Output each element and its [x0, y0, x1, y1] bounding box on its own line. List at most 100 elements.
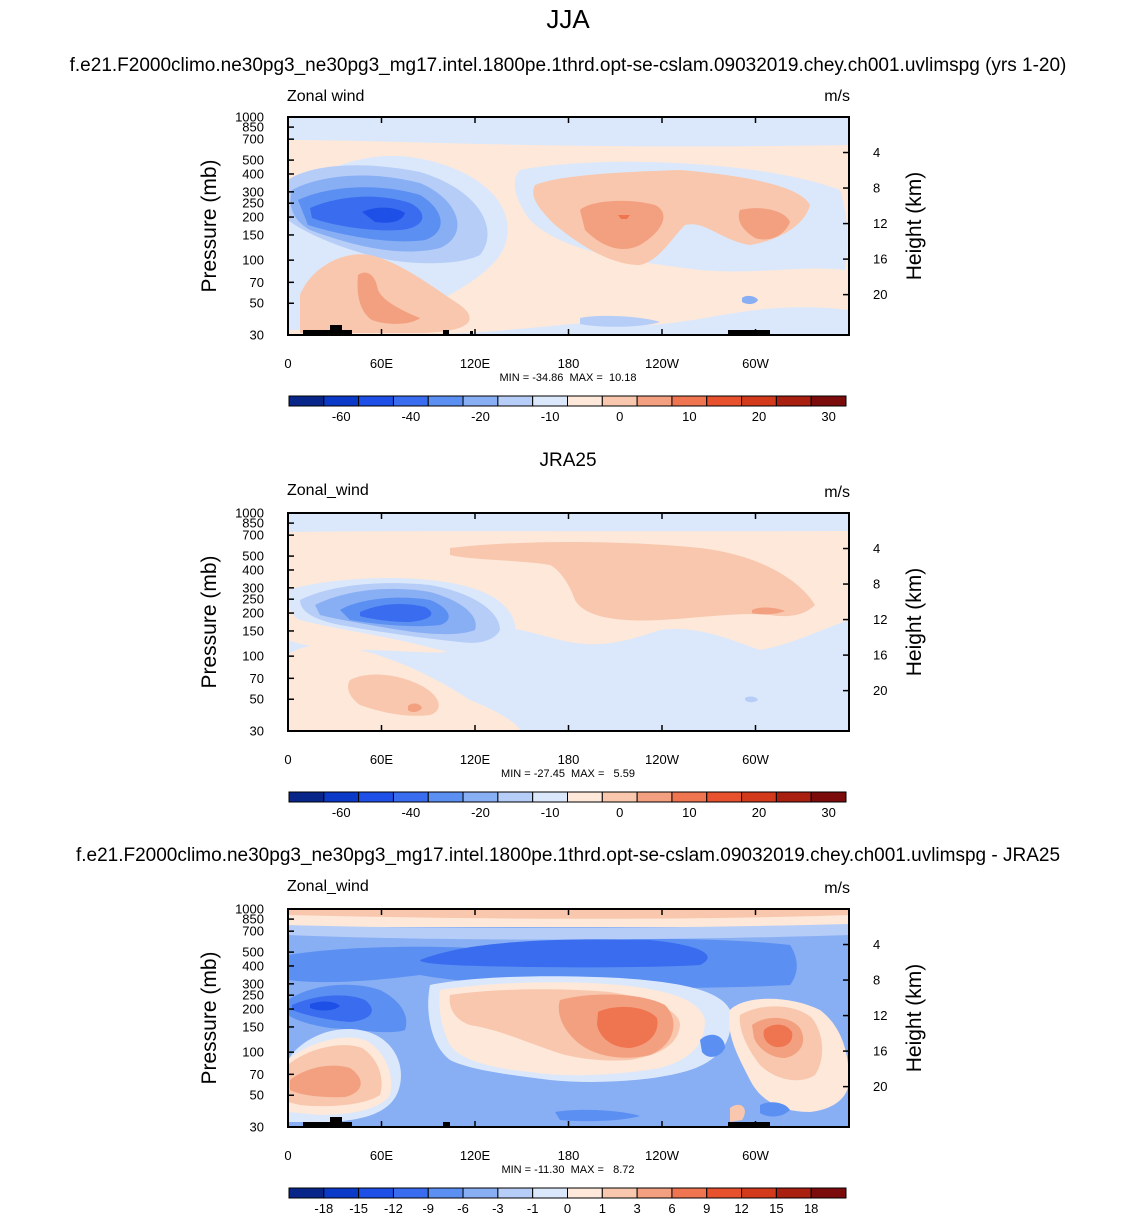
panel-3-y-tick-label: 30 [250, 1120, 264, 1135]
panel-1-y-tick-label: 100 [242, 253, 264, 268]
panel-3-colorbar-box [671, 1187, 708, 1199]
panel-2-y-tick-label: 500 [242, 549, 264, 564]
panel-2-colorbar-box [636, 791, 673, 803]
panel-3-colorbar-label: 15 [769, 1201, 783, 1216]
panel-1-colorbar-box [567, 395, 603, 407]
panel-1-y-tick-label: 50 [250, 296, 264, 311]
panel-2-y-tick-label: 50 [250, 692, 264, 707]
panel-1-colorbar-label: 0 [616, 409, 623, 424]
panel-3: 3050701001502002503004005007008501000201… [198, 878, 926, 1216]
panel-3-y-tick-label: 400 [242, 958, 264, 973]
panel-3-colorbar-box [323, 1187, 360, 1199]
panel-2-y-axis-title: Pressure (mb) [198, 555, 221, 688]
panel-1-right-axis-title: Height (km) [903, 172, 926, 281]
panel-3-colorbar-box [810, 1187, 847, 1199]
panel-2-colorbar-box [427, 791, 464, 803]
panel-1-x-tick-label: 120W [645, 356, 680, 371]
panel-2-variable-label: Zonal_wind [287, 482, 369, 499]
panel-1-y-tick-label: 250 [242, 196, 264, 211]
panel-1-colorbar-label: -20 [471, 409, 490, 424]
panel-3-colorbar-label: -9 [422, 1201, 434, 1216]
panel-3-colorbar-box [288, 1187, 325, 1199]
panel-2-y-tick-label: 850 [242, 516, 264, 531]
panel-3-colorbar-box [775, 1187, 812, 1199]
panel-3-x-tick-label: 60W [742, 1148, 769, 1163]
panel-3-y-tick-label: 100 [242, 1045, 264, 1060]
panel-3-colorbar-box [427, 1187, 464, 1199]
panel-2-y-tick-label: 400 [242, 562, 264, 577]
panel-1-colorbar-box [427, 395, 464, 407]
panel-1-y-tick-label: 400 [242, 166, 264, 181]
panel-2-colorbar-label: -40 [401, 805, 420, 820]
panel-2-subtitle: JRA25 [539, 450, 596, 471]
panel-1-y-tick-label: 200 [242, 210, 264, 225]
panel-3-colorbar-box [532, 1187, 568, 1199]
panel-2-min-max: MIN = -27.45 MAX = 5.59 [501, 768, 635, 780]
panel-2-right-axis-title: Height (km) [903, 568, 926, 677]
panel-3-colorbar-box [741, 1187, 777, 1199]
panel-3-y-tick-label: 150 [242, 1019, 264, 1034]
panel-2-y-tick-label: 700 [242, 528, 264, 543]
panel-3-colorbar-box [392, 1187, 429, 1199]
panel-2-x-tick-label: 180 [558, 752, 580, 767]
panel-1-colorbar-box [532, 395, 568, 407]
panel-2-colorbar: -60 -40 -20 -10 0 10 20 30 [288, 791, 847, 820]
panel-2: 3050701001502002503004005007008501000201… [198, 482, 926, 820]
panel-2-colorbar-box [358, 791, 394, 803]
panel-2-x-tick-label: 0 [284, 752, 291, 767]
panel-1-colorbar-box [462, 395, 499, 407]
panel-3-colorbar-label: -12 [384, 1201, 403, 1216]
panel-3-colorbar-box [497, 1187, 534, 1199]
panel-3-colorbar-box [636, 1187, 673, 1199]
panel-3-x-tick-label: 120W [645, 1148, 680, 1163]
panel-3-colorbar-label: 1 [599, 1201, 606, 1216]
panel-1-colorbar-box [392, 395, 429, 407]
panel-3-colorbar-label: -15 [349, 1201, 368, 1216]
panel-1-colorbar-box [288, 395, 325, 407]
panel-2-y-tick-label: 1000 [235, 506, 264, 521]
panel-1-colorbar-box [323, 395, 360, 407]
panel-3-y-axis-title: Pressure (mb) [198, 951, 221, 1084]
panel-1-units-label: m/s [824, 88, 850, 105]
panel-1-height-tick-label: 8 [873, 181, 880, 196]
panel-2-colorbar-box [741, 791, 777, 803]
panel-3-colorbar-label: -3 [492, 1201, 504, 1216]
panel-1-colorbar-box [601, 395, 638, 407]
panel-3-units-label: m/s [824, 880, 850, 897]
panel-3-y-tick-label: 1000 [235, 902, 264, 917]
panel-2-height-tick-label: 8 [873, 577, 880, 592]
panel-2-colorbar-box [288, 791, 325, 803]
panel-2-y-tick-label: 70 [250, 671, 264, 686]
panel-3-height-tick-label: 20 [873, 1079, 887, 1094]
panel-1-colorbar-label: 30 [821, 409, 835, 424]
panel-1-min-max: MIN = -34.86 MAX = 10.18 [500, 372, 637, 384]
panel-1-x-tick-label: 120E [460, 356, 491, 371]
panel-1-x-tick-label: 60W [742, 356, 769, 371]
panel-3-height-tick-label: 4 [873, 937, 880, 952]
panel-2-colorbar-box [601, 791, 638, 803]
panel-1-y-tick-label: 850 [242, 120, 264, 135]
panel-3-y-tick-label: 70 [250, 1067, 264, 1082]
panel-3-y-tick-label: 850 [242, 912, 264, 927]
panel-2-colorbar-label: -10 [541, 805, 560, 820]
panel-3-colorbar-label: 9 [703, 1201, 710, 1216]
panel-3-colorbar-box [706, 1187, 743, 1199]
panel-2-colorbar-box [532, 791, 568, 803]
panel-1-height-tick-label: 16 [873, 252, 887, 267]
panel-3-y-tick-label: 700 [242, 924, 264, 939]
panel-3-subtitle: f.e21.F2000climo.ne30pg3_ne30pg3_mg17.in… [76, 845, 1060, 866]
panel-3-colorbar-label: -6 [457, 1201, 469, 1216]
panel-1-colorbar-label: 10 [682, 409, 696, 424]
panel-2-height-tick-label: 20 [873, 683, 887, 698]
panel-2-y-tick-label: 300 [242, 580, 264, 595]
panel-2-x-tick-label: 60W [742, 752, 769, 767]
panel-1-colorbar-label: -10 [541, 409, 560, 424]
panel-3-right-axis-title: Height (km) [903, 964, 926, 1073]
panel-3-colorbar-label: 18 [804, 1201, 818, 1216]
panel-2-colorbar-box [671, 791, 708, 803]
panel-2-colorbar-box [706, 791, 743, 803]
panel-3-colorbar-label: -18 [314, 1201, 333, 1216]
panel-2-colorbar-label: 0 [616, 805, 623, 820]
